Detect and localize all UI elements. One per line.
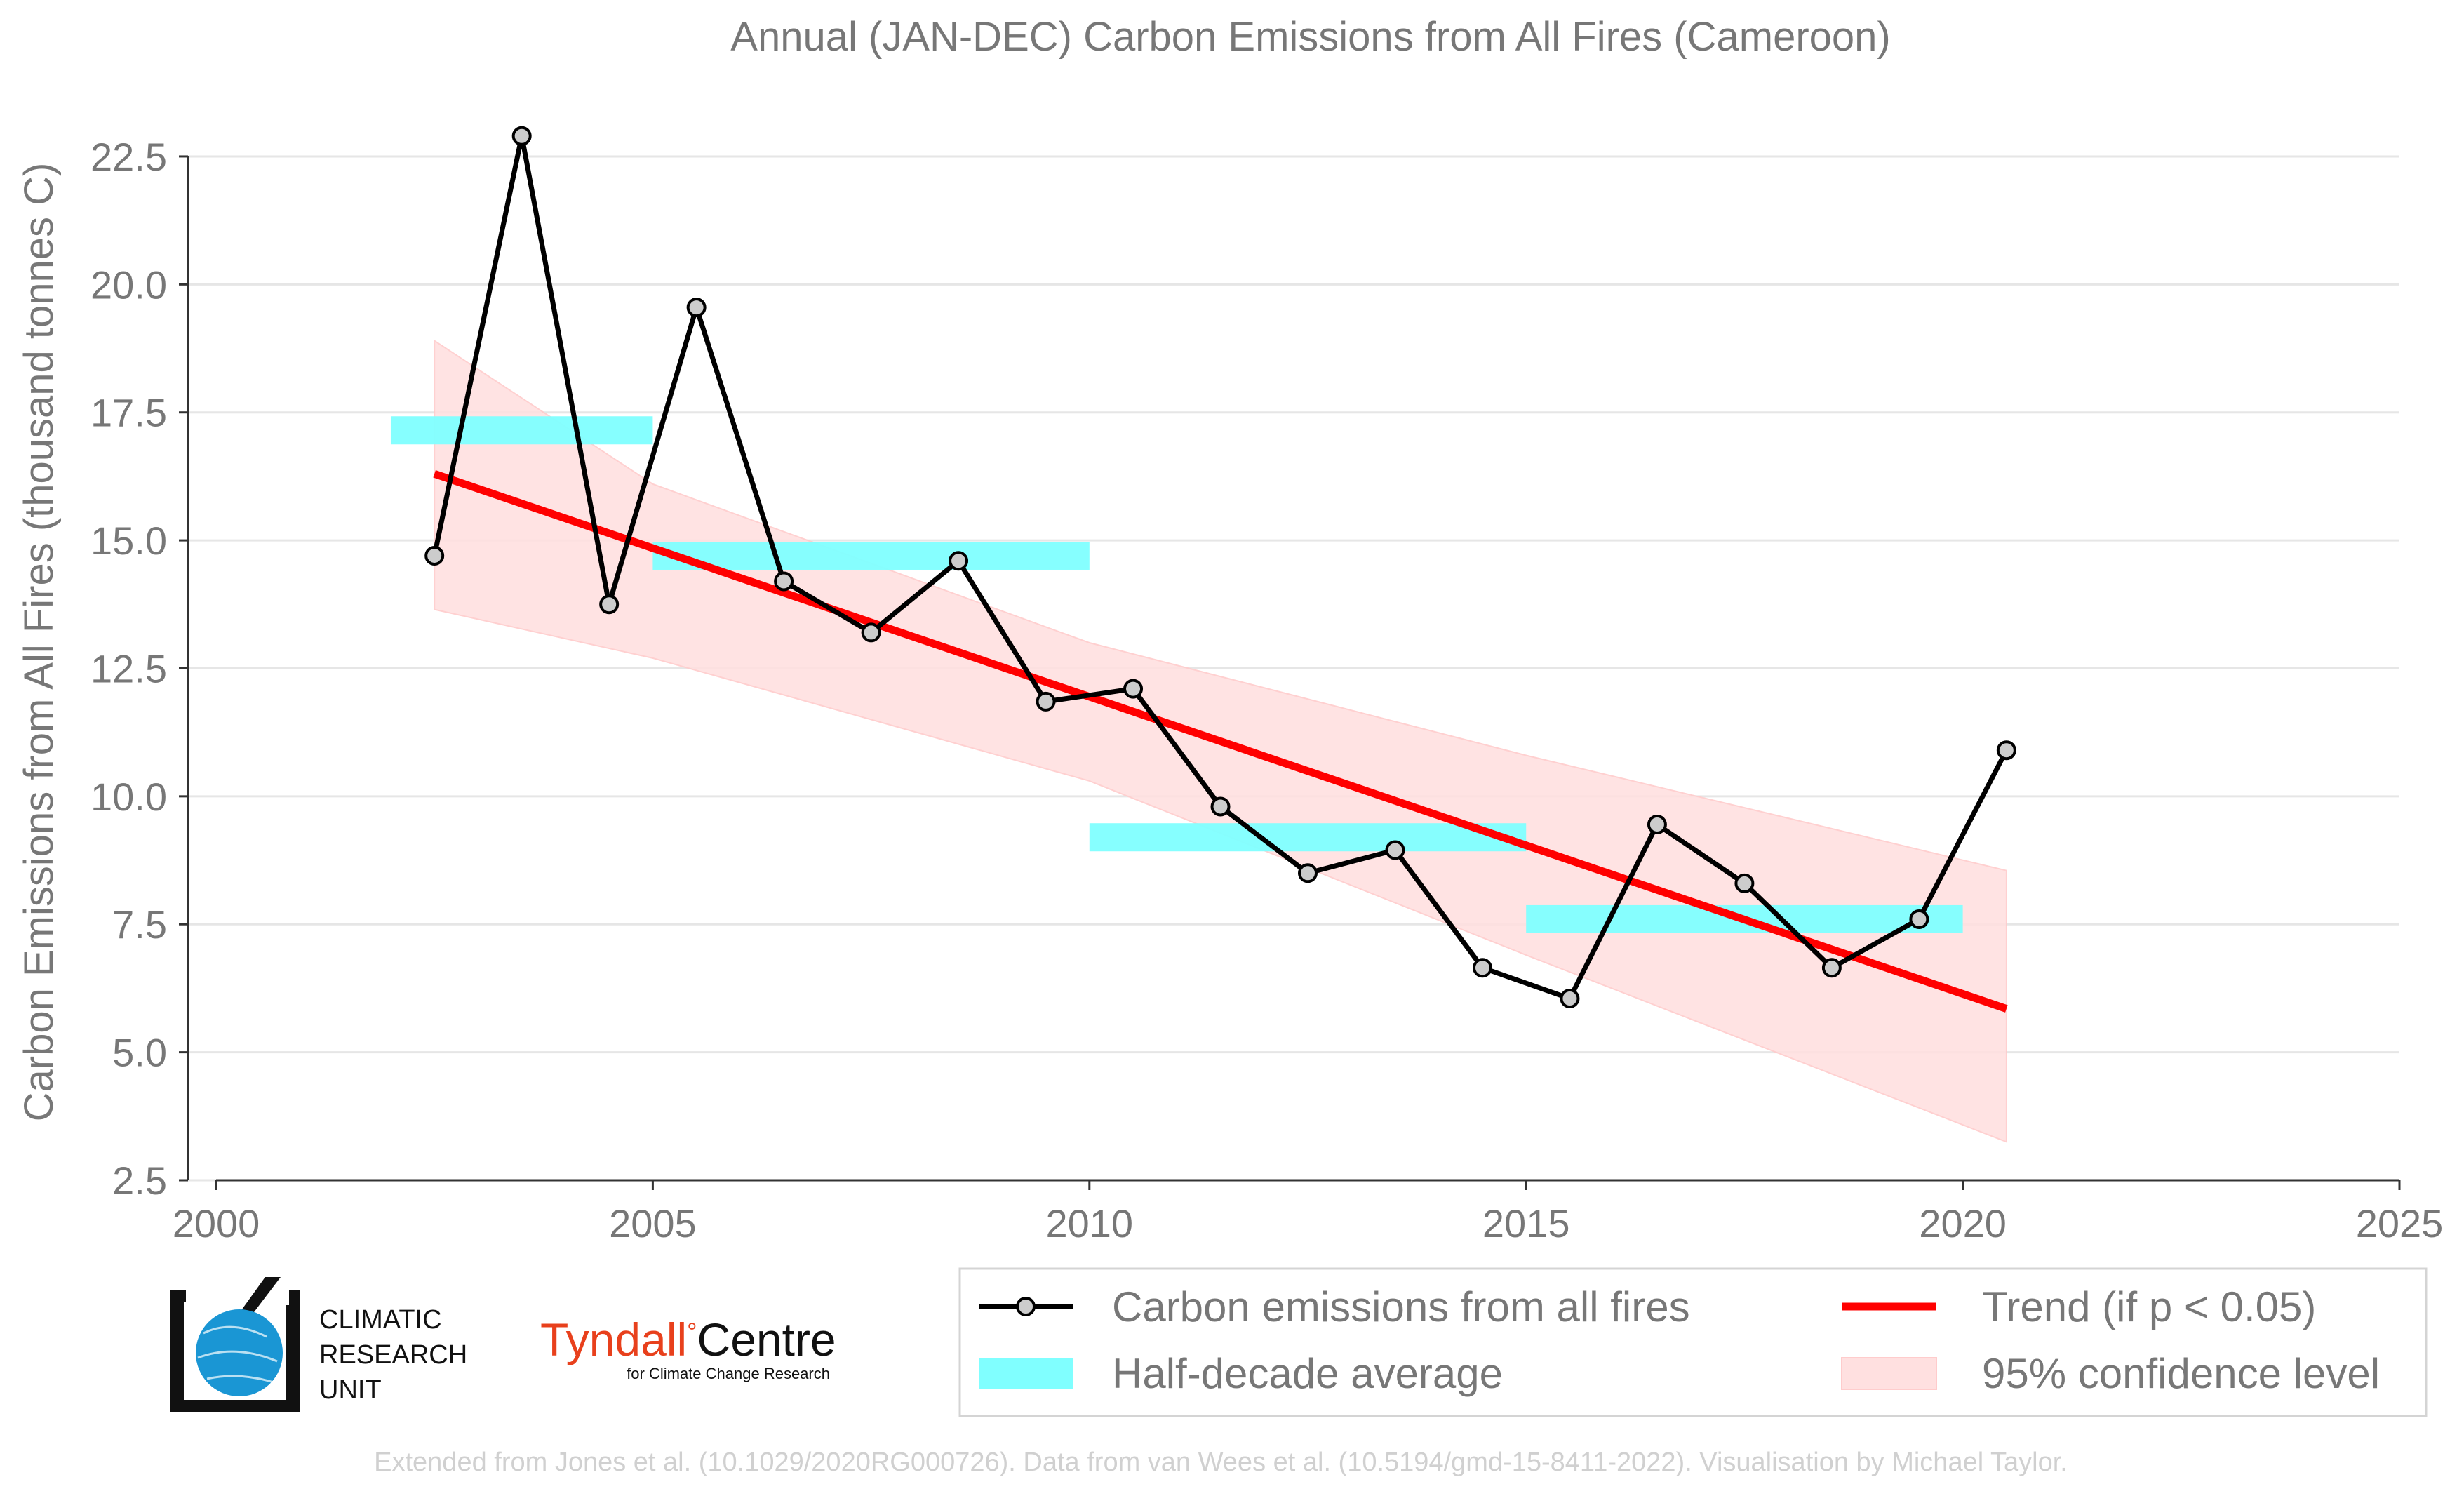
legend-swatch-confidence [1841,1357,1937,1390]
chart-title: Annual (JAN-DEC) Carbon Emissions from A… [730,14,1890,60]
x-tick-label: 2005 [609,1201,697,1245]
data-point [949,551,969,571]
y-tick-label: 5.0 [112,1031,167,1075]
half-decade-bars [390,416,1963,933]
legend-label-trend: Trend (if p < 0.05) [1982,1283,2316,1330]
data-point [1472,958,1492,978]
y-tick-labels: 2.5 5.0 7.5 10.0 12.5 15.0 17.5 20.0 22.5 [91,135,167,1203]
data-point [511,126,532,146]
trend-line-group [433,470,2008,1013]
data-point [774,571,794,592]
gridlines [188,155,2399,1182]
y-tick-label: 22.5 [91,135,167,179]
half-decade-bar [652,541,1090,570]
y-axis-label: Carbon Emissions from All Fires (thousan… [16,163,62,1122]
data-point [1647,814,1667,834]
data-point [686,298,707,318]
emissions-series [424,126,2016,1009]
y-tick-label: 2.5 [112,1158,167,1203]
y-tick-label: 20.0 [91,262,167,307]
legend: Carbon emissions from all fires Half-dec… [958,1267,2428,1417]
cru-text-line: CLIMATIC [319,1305,442,1335]
y-tick-label: 15.0 [91,519,167,563]
legend-label-emissions: Carbon emissions from all fires [1112,1283,1690,1330]
x-tick-label: 2020 [1919,1201,2007,1245]
cru-text-line: RESEARCH [319,1340,467,1370]
x-tick-label: 2015 [1482,1201,1570,1245]
legend-swatch-half-decade [979,1358,1073,1389]
credit-line: Extended from Jones et al. (10.1029/2020… [374,1448,2068,1477]
data-point [1560,989,1580,1009]
half-decade-bar [390,416,653,445]
y-tick-label: 12.5 [91,646,167,690]
data-point [1385,840,1405,860]
cru-globe-lines [197,1325,278,1384]
y-tick-label: 7.5 [112,902,167,947]
y-tick-label: 10.0 [91,775,167,819]
cru-logo-slash [240,1277,281,1312]
x-tick-labels: 2000 2005 2010 2015 2020 2025 [173,1201,2444,1245]
legend-frame [958,1267,2428,1417]
data-point [1210,796,1231,817]
data-point [599,594,620,615]
data-point [861,622,881,643]
tyndall-logo: Tyndall°Centre for Climate Change Resear… [540,1314,836,1382]
data-point [1821,958,1842,978]
x-tick-label: 2025 [2356,1201,2444,1245]
x-tick-label: 2000 [173,1201,260,1245]
data-point [1036,691,1056,712]
data-point [1996,740,2016,761]
trend-line [433,470,2008,1013]
cru-text-line: UNIT [319,1375,382,1405]
legend-marker-emissions [1016,1297,1036,1316]
cru-logo: CLIMATIC RESEARCH UNIT [170,1277,467,1412]
legend-label-half-decade: Half-decade average [1112,1350,1503,1397]
x-tick-label: 2010 [1046,1201,1134,1245]
data-point [1909,909,1929,929]
data-point [424,545,445,566]
data-point [1734,873,1755,893]
tyndall-wordmark: Tyndall°Centre [540,1314,836,1365]
cru-logo-frame [170,1290,300,1412]
axes [179,155,2401,1190]
legend-label-confidence: 95% confidence level [1982,1350,2380,1397]
data-point [1298,863,1318,883]
tyndall-subtitle: for Climate Change Research [627,1365,830,1382]
data-point [1123,679,1144,699]
half-decade-bar [1089,823,1527,852]
y-tick-label: 17.5 [91,391,167,435]
